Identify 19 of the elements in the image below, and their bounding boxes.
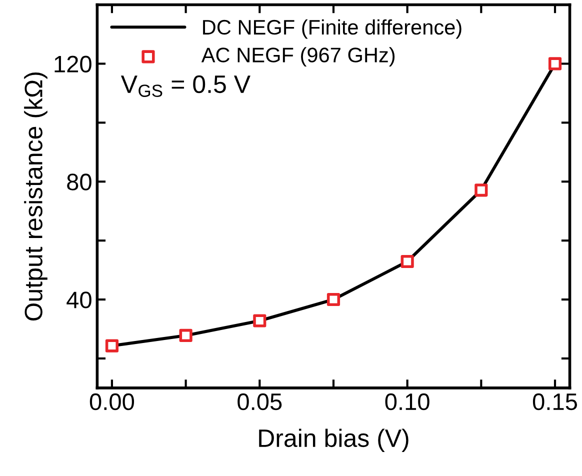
point: [548, 57, 562, 70]
y-tick-label: 40: [66, 292, 92, 308]
legend-label: DC NEGF (Finite difference): [203, 19, 462, 39]
x-tick-label: 0.00: [90, 393, 134, 410]
point: [253, 314, 266, 328]
x-axis-title: Drain bias (V): [259, 428, 408, 452]
y-axis-title: Output resistance (kΩ): [24, 72, 48, 321]
annotation: V$_{GS}$ = 0.5 V: [120, 75, 250, 97]
point: [179, 328, 192, 342]
point: [105, 339, 118, 352]
y-tick-label: 120: [54, 56, 92, 72]
x-tick-label: 0.15: [532, 393, 577, 410]
point: [474, 184, 488, 197]
point: [400, 254, 414, 268]
point: [326, 292, 340, 306]
x-tick-label: 0.10: [385, 393, 430, 410]
y-tick-label: 80: [67, 174, 92, 190]
legend-label: AC NEGF (967 GHz): [201, 47, 395, 67]
x-tick-label: 0.05: [238, 393, 282, 410]
